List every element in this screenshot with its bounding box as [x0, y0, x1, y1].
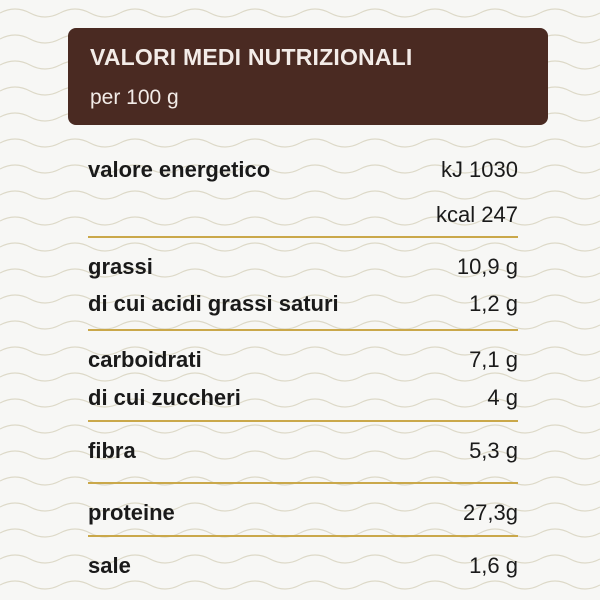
title: VALORI MEDI NUTRIZIONALI: [90, 44, 413, 70]
nutrient-name: sale: [88, 553, 131, 578]
nutrient-name: grassi: [88, 254, 153, 279]
nutrient-value: kcal 247: [436, 202, 518, 227]
nutrient-name: fibra: [88, 438, 136, 463]
nutrient-value: 27,3g: [462, 500, 518, 525]
nutrient-row: di cui zuccheri 4 g: [88, 385, 518, 415]
nutrient-row: kcal 247: [88, 202, 518, 232]
divider: [88, 535, 518, 537]
nutrient-value: 1,2 g: [469, 291, 518, 316]
nutrient-value: 7,1 g: [469, 347, 518, 372]
nutrient-value: 10,9 g: [456, 254, 518, 279]
header: VALORI MEDI NUTRIZIONALI per 100 g: [68, 28, 548, 125]
nutrient-value: 1,6 g: [469, 553, 518, 578]
nutrient-row: sale 1,6 g: [88, 553, 518, 583]
nutrient-row: grassi 10,9 g: [88, 254, 518, 284]
nutrient-name: valore energetico: [88, 157, 271, 182]
nutrient-name: di cui acidi grassi saturi: [88, 291, 339, 316]
nutrient-row: di cui acidi grassi saturi 1,2 g: [88, 291, 518, 321]
nutrient-row: fibra 5,3 g: [88, 438, 518, 468]
subtitle: per 100 g: [90, 86, 179, 109]
divider: [88, 329, 518, 331]
nutrient-row: carboidrati 7,1 g: [88, 347, 518, 377]
divider: [88, 482, 518, 484]
divider: [88, 420, 518, 422]
nutrient-name: carboidrati: [88, 347, 202, 372]
nutrient-value: 4 g: [487, 385, 518, 410]
nutrient-value: kJ 1030: [440, 157, 518, 182]
nutrient-row: proteine 27,3g: [88, 500, 518, 530]
nutrient-value: 5,3 g: [469, 438, 518, 463]
nutrient-row: valore energetico kJ 1030: [88, 157, 518, 187]
divider: [88, 236, 518, 238]
nutrient-name: di cui zuccheri: [88, 385, 241, 410]
nutrient-name: proteine: [88, 500, 175, 525]
